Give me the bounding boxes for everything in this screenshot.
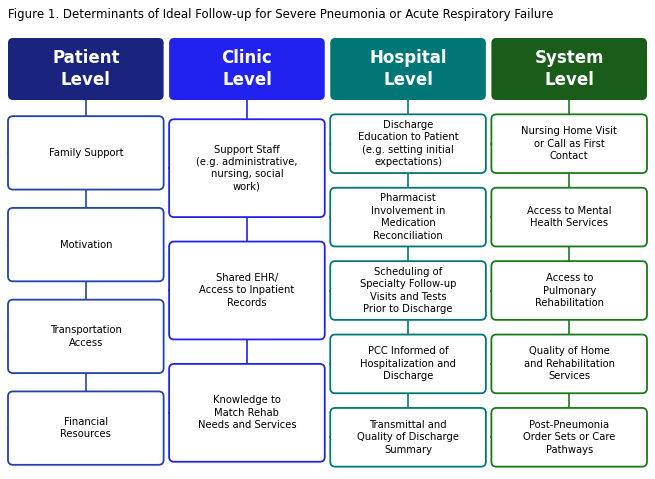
Text: Financial
Resources: Financial Resources [60, 417, 111, 439]
Text: Family Support: Family Support [48, 148, 123, 158]
Text: Quality of Home
and Rehabilitation
Services: Quality of Home and Rehabilitation Servi… [524, 346, 614, 381]
FancyBboxPatch shape [169, 119, 325, 217]
FancyBboxPatch shape [8, 38, 164, 100]
FancyBboxPatch shape [491, 38, 647, 100]
Text: Figure 1. Determinants of Ideal Follow-up for Severe Pneumonia or Acute Respirat: Figure 1. Determinants of Ideal Follow-u… [8, 8, 553, 21]
FancyBboxPatch shape [330, 408, 486, 467]
FancyBboxPatch shape [8, 391, 164, 465]
FancyBboxPatch shape [169, 364, 325, 462]
FancyBboxPatch shape [8, 116, 164, 190]
FancyBboxPatch shape [169, 241, 325, 340]
FancyBboxPatch shape [169, 38, 325, 100]
Text: Nursing Home Visit
or Call as First
Contact: Nursing Home Visit or Call as First Cont… [521, 126, 617, 161]
Text: System
Level: System Level [534, 49, 604, 89]
Text: Transportation
Access: Transportation Access [50, 325, 122, 348]
Text: ial Pr: ial Pr [348, 444, 412, 464]
Text: Access to Mental
Health Services: Access to Mental Health Services [527, 206, 611, 228]
FancyBboxPatch shape [330, 188, 486, 247]
FancyBboxPatch shape [491, 408, 647, 467]
Text: Transmittal and
Quality of Discharge
Summary: Transmittal and Quality of Discharge Sum… [357, 420, 459, 455]
Text: Shared EHR/
Access to Inpatient
Records: Shared EHR/ Access to Inpatient Records [199, 273, 295, 308]
Text: Motivation: Motivation [60, 240, 112, 250]
Text: Access to
Pulmonary
Rehabilitation: Access to Pulmonary Rehabilitation [534, 273, 604, 308]
FancyBboxPatch shape [8, 208, 164, 281]
Text: Clinic
Level: Clinic Level [221, 49, 272, 89]
FancyBboxPatch shape [491, 188, 647, 247]
Text: Scheduling of
Specialty Follow-up
Visits and Tests
Prior to Discharge: Scheduling of Specialty Follow-up Visits… [360, 267, 457, 314]
Text: Pharmacist
Involvement in
Medication
Reconciliation: Pharmacist Involvement in Medication Rec… [371, 194, 445, 241]
Text: Hospital
Level: Hospital Level [369, 49, 447, 89]
Text: Knowledge to
Match Rehab
Needs and Services: Knowledge to Match Rehab Needs and Servi… [198, 396, 296, 430]
Text: Discharge
Education to Patient
(e.g. setting initial
expectations): Discharge Education to Patient (e.g. set… [358, 120, 458, 167]
FancyBboxPatch shape [330, 38, 486, 100]
FancyBboxPatch shape [8, 300, 164, 373]
Text: Support Staff
(e.g. administrative,
nursing, social
work): Support Staff (e.g. administrative, nurs… [196, 145, 297, 192]
FancyBboxPatch shape [330, 261, 486, 320]
Text: Post-Pneumonia
Order Sets or Care
Pathways: Post-Pneumonia Order Sets or Care Pathwa… [523, 420, 616, 455]
FancyBboxPatch shape [330, 334, 486, 393]
FancyBboxPatch shape [491, 334, 647, 393]
Text: PCC Informed of
Hospitalization and
Discharge: PCC Informed of Hospitalization and Disc… [360, 346, 456, 381]
Text: Patient
Level: Patient Level [52, 49, 120, 89]
FancyBboxPatch shape [491, 261, 647, 320]
FancyBboxPatch shape [491, 114, 647, 173]
FancyBboxPatch shape [330, 114, 486, 173]
